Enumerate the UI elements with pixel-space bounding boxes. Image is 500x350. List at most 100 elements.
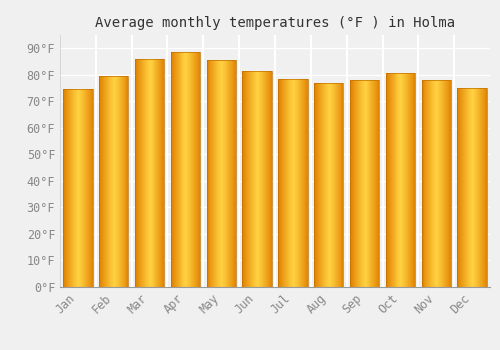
Bar (286, 79, 287, 287)
Bar (99, 76, 100, 287)
Bar (292, 79, 293, 287)
Bar (320, 83, 321, 287)
Bar (176, 52, 178, 287)
Bar (257, 71, 258, 287)
Bar (86, 89, 88, 287)
Bar (376, 80, 378, 287)
Bar (302, 79, 304, 287)
Bar (228, 60, 229, 287)
Bar (256, 71, 257, 287)
Bar (478, 88, 479, 287)
Bar (268, 71, 269, 287)
Bar (82, 89, 83, 287)
Bar (368, 80, 370, 287)
Bar (118, 76, 120, 287)
Bar (449, 80, 450, 287)
Bar (298, 79, 299, 287)
Bar (406, 74, 408, 287)
Bar (246, 71, 248, 287)
Bar (259, 71, 260, 287)
Bar (231, 60, 232, 287)
Bar (158, 59, 160, 287)
Bar (278, 79, 279, 287)
Bar (484, 88, 485, 287)
Bar (258, 71, 259, 287)
Bar (253, 71, 254, 287)
Bar (234, 60, 235, 287)
Bar (114, 76, 116, 287)
Bar (366, 80, 368, 287)
Bar (471, 88, 472, 287)
Bar (334, 83, 336, 287)
Bar (342, 83, 344, 287)
Bar (396, 74, 398, 287)
Bar (318, 83, 319, 287)
Bar (392, 74, 394, 287)
Bar (404, 74, 406, 287)
Bar (300, 79, 301, 287)
Bar (412, 74, 413, 287)
Bar (306, 79, 308, 287)
Bar (474, 88, 475, 287)
Bar (486, 88, 487, 287)
Bar (235, 60, 236, 287)
Bar (76, 89, 77, 287)
Bar (112, 76, 113, 287)
Bar (356, 80, 358, 287)
Bar (146, 59, 148, 287)
Bar (63, 89, 92, 287)
Bar (263, 71, 264, 287)
Bar (64, 89, 65, 287)
Bar (475, 88, 476, 287)
Bar (77, 89, 78, 287)
Bar (178, 52, 180, 287)
Bar (446, 80, 447, 287)
Bar (316, 83, 317, 287)
Bar (283, 79, 284, 287)
Bar (254, 71, 255, 287)
Bar (386, 74, 388, 287)
Bar (180, 52, 182, 287)
Bar (281, 79, 282, 287)
Bar (479, 88, 480, 287)
Bar (315, 83, 316, 287)
Bar (85, 89, 86, 287)
Bar (224, 60, 225, 287)
Bar (136, 59, 137, 287)
Bar (111, 76, 112, 287)
Bar (299, 79, 300, 287)
Bar (75, 89, 76, 287)
Bar (413, 74, 414, 287)
Bar (124, 76, 126, 287)
Bar (287, 79, 288, 287)
Bar (192, 52, 194, 287)
Bar (458, 88, 487, 287)
Bar (483, 88, 484, 287)
Bar (264, 71, 265, 287)
Bar (90, 89, 92, 287)
Bar (148, 59, 150, 287)
Bar (477, 88, 478, 287)
Bar (314, 83, 315, 287)
Bar (63, 89, 92, 287)
Bar (267, 71, 268, 287)
Bar (109, 76, 110, 287)
Bar (250, 71, 251, 287)
Bar (314, 83, 344, 287)
Bar (284, 79, 285, 287)
Bar (137, 59, 138, 287)
Bar (458, 88, 487, 287)
Bar (485, 88, 486, 287)
Bar (230, 60, 231, 287)
Bar (458, 88, 460, 287)
Bar (462, 88, 464, 287)
Bar (291, 79, 292, 287)
Bar (350, 80, 351, 287)
Bar (465, 88, 466, 287)
Bar (190, 52, 192, 287)
Bar (355, 80, 356, 287)
Bar (140, 59, 141, 287)
Bar (270, 71, 271, 287)
Bar (476, 88, 477, 287)
Bar (330, 83, 332, 287)
